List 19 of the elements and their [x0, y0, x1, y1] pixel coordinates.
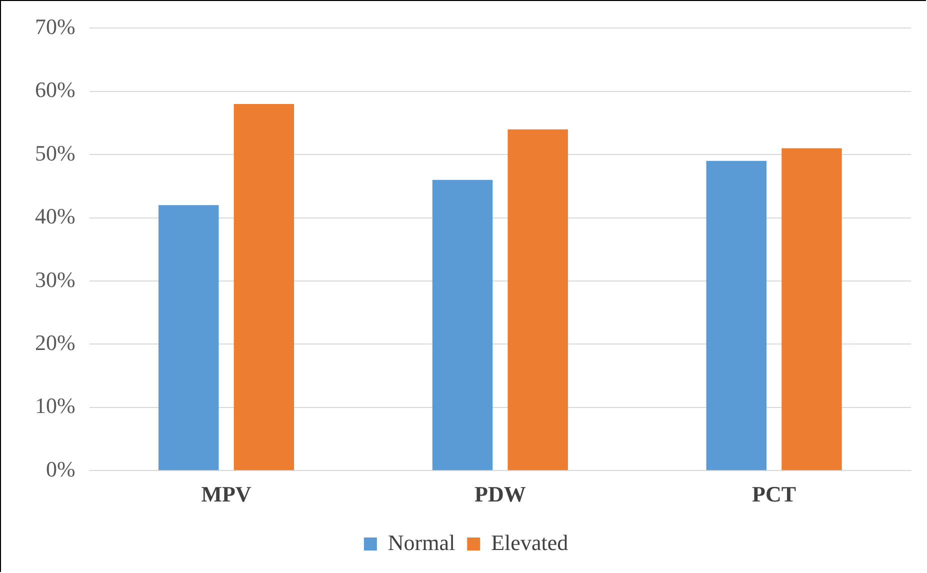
x-tick-label: PDW: [474, 481, 526, 506]
y-tick-label: 50%: [35, 140, 76, 166]
y-tick-label: 40%: [35, 204, 76, 229]
bar: [158, 205, 219, 470]
y-tick-label: 10%: [35, 393, 76, 418]
bar: [782, 148, 842, 470]
x-tick-label: PCT: [752, 481, 796, 506]
legend-label: Normal: [388, 530, 456, 555]
bar: [432, 180, 493, 470]
x-tick-label: MPV: [201, 481, 252, 506]
y-tick-label: 20%: [35, 330, 76, 355]
bar: [508, 129, 568, 470]
bar: [706, 160, 767, 470]
y-tick-label: 60%: [35, 77, 76, 102]
y-tick-label: 70%: [35, 14, 76, 39]
legend-label: Elevated: [491, 530, 568, 555]
y-tick-label: 0%: [46, 456, 76, 482]
y-tick-label: 30%: [35, 266, 76, 292]
bar: [234, 104, 294, 470]
